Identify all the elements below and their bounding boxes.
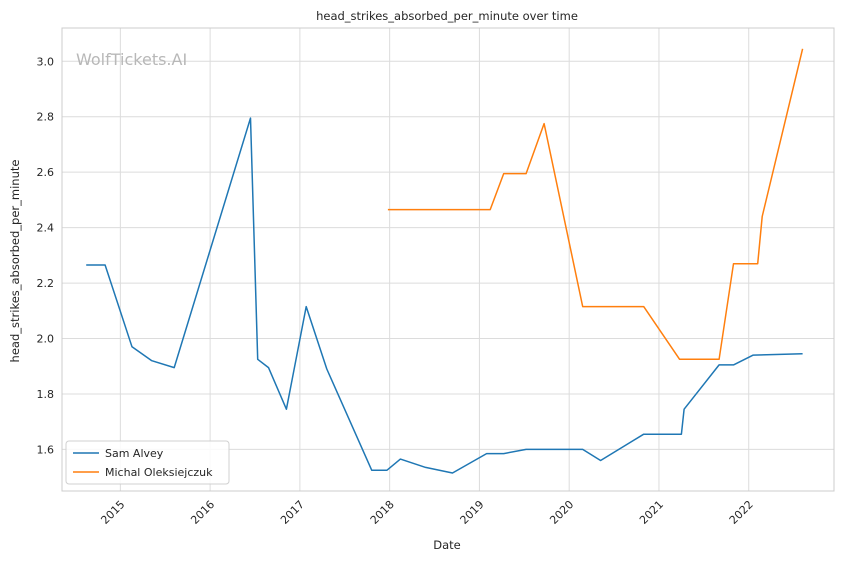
x-tick-label: 2015: [98, 498, 127, 527]
y-tick-label: 2.8: [37, 111, 55, 124]
y-tick-label: 1.6: [37, 443, 55, 456]
legend-label-sam-alvey: Sam Alvey: [105, 447, 164, 460]
series-line-michal-oleksiejczuk: [387, 48, 804, 361]
y-tick-label: 2.6: [37, 166, 55, 179]
plot-border: [61, 27, 835, 492]
legend-label-michal-oleksiejczuk: Michal Oleksiejczuk: [105, 466, 213, 479]
x-tick-label: 2018: [368, 498, 397, 527]
y-axis-label: head_strikes_absorbed_per_minute: [8, 160, 22, 363]
y-tick-label: 2.4: [37, 222, 55, 235]
x-tick-label: 2019: [458, 498, 487, 527]
legend: Sam Alvey Michal Oleksiejczuk: [65, 440, 230, 485]
watermark: WolfTickets.AI: [76, 50, 187, 69]
y-tick-label: 3.0: [37, 55, 55, 68]
legend-box: [65, 440, 230, 485]
x-tick-label: 2021: [637, 498, 666, 527]
grid-lines: [62, 28, 834, 491]
plot-background: [62, 28, 834, 491]
plot-frame: [61, 27, 835, 492]
y-tick-label: 2.0: [37, 333, 55, 346]
x-tick-label: 2022: [727, 498, 756, 527]
x-axis-ticks: 2015 2016 2017 2018 2019 2020 2021 2022: [98, 498, 755, 527]
series-layer: [86, 48, 804, 474]
series-line-sam-alvey: [86, 117, 803, 474]
x-tick-label: 2017: [278, 498, 307, 527]
x-tick-label: 2020: [547, 498, 576, 527]
y-tick-label: 1.8: [37, 388, 55, 401]
x-axis-label: Date: [433, 538, 461, 552]
plot-area: [62, 28, 834, 491]
y-tick-label: 2.2: [37, 277, 55, 290]
x-tick-label: 2016: [188, 498, 217, 527]
chart-title: head_strikes_absorbed_per_minute over ti…: [316, 9, 578, 23]
y-axis-ticks: 1.6 1.8 2.0 2.2 2.4 2.6 2.8 3.0: [37, 55, 55, 456]
